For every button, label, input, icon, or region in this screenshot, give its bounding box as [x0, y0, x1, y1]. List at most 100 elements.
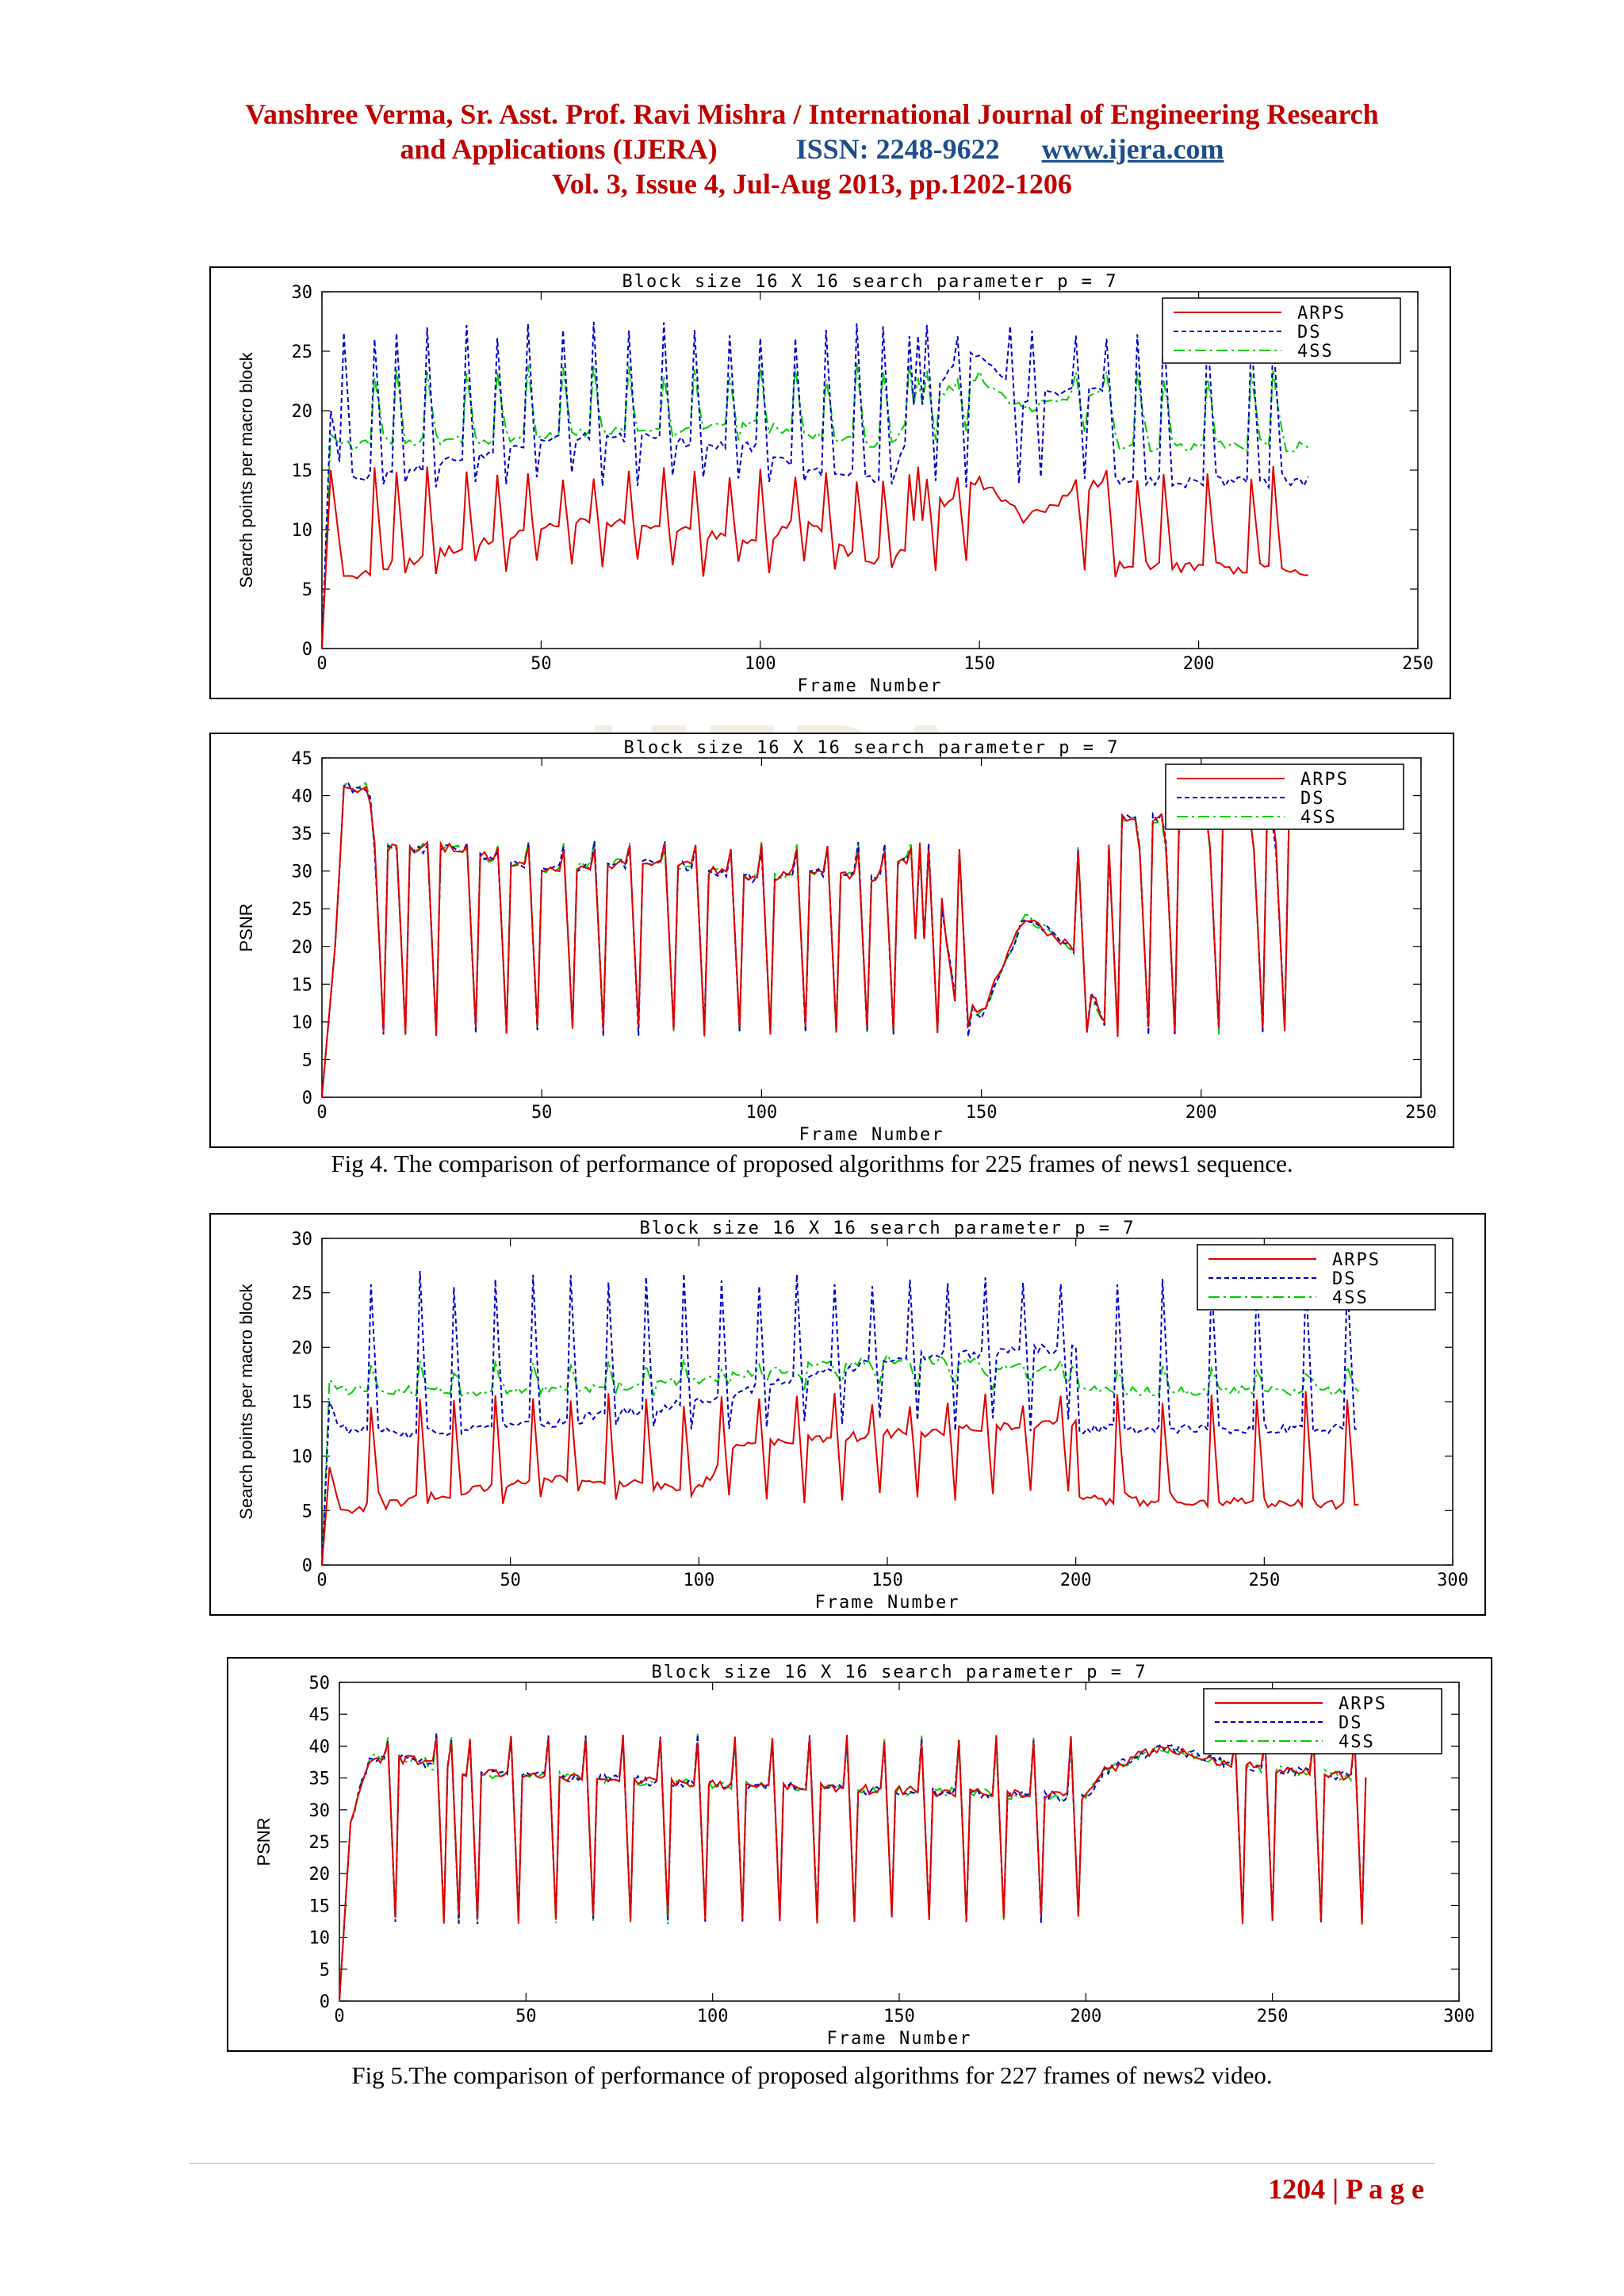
- x-tick-label: 150: [883, 2007, 915, 2026]
- x-tick-label: 300: [1443, 2007, 1475, 2026]
- y-tick-label: 30: [292, 863, 313, 882]
- x-tick-label: 200: [1183, 654, 1215, 674]
- x-tick-label: 250: [1248, 1571, 1280, 1590]
- y-axis-label: PSNR: [254, 1817, 274, 1866]
- series-line-4ss: [321, 362, 1309, 649]
- y-tick-label: 40: [309, 1737, 331, 1757]
- header-journal-name: and Applications (IJERA): [400, 133, 718, 165]
- legend-label-arps: ARPS: [1297, 304, 1346, 323]
- y-tick-label: 10: [292, 1448, 313, 1468]
- y-tick-label: 40: [292, 787, 313, 807]
- y-tick-label: 5: [302, 580, 312, 600]
- y-tick-label: 50: [309, 1674, 331, 1693]
- caption-fig4: Fig 4. The comparison of performance of …: [331, 1150, 1293, 1177]
- series-line-arps: [339, 1733, 1367, 2002]
- x-tick-label: 50: [515, 2007, 537, 2026]
- y-tick-label: 30: [292, 1230, 313, 1249]
- chart-svg: Block size 16 X 16 search parameter p = …: [236, 738, 1437, 1145]
- header-line-2: and Applications (IJERA) ISSN: 2248-9622…: [0, 132, 1624, 166]
- chart-fig5-search-points: Block size 16 X 16 search parameter p = …: [209, 1213, 1486, 1616]
- header-url-link[interactable]: www.ijera.com: [1041, 133, 1224, 165]
- x-tick-label: 0: [316, 654, 327, 674]
- y-tick-label: 20: [292, 938, 313, 958]
- x-axis-label: Frame Number: [798, 676, 943, 696]
- series-line-ds: [321, 782, 1312, 1098]
- y-tick-label: 0: [302, 640, 312, 660]
- x-tick-label: 50: [531, 1103, 553, 1123]
- x-axis-label: Frame Number: [799, 1125, 944, 1145]
- legend-label-ds: DS: [1300, 789, 1325, 809]
- y-tick-label: 0: [320, 1992, 330, 2012]
- series-line-arps: [321, 1391, 1359, 1566]
- x-tick-label: 0: [334, 2007, 344, 2026]
- y-tick-label: 25: [292, 342, 313, 362]
- x-tick-label: 50: [530, 654, 552, 674]
- plot-frame: [321, 757, 1422, 1098]
- x-tick-label: 150: [963, 654, 995, 674]
- series-line-arps: [321, 466, 1308, 649]
- y-tick-label: 45: [292, 749, 313, 769]
- y-tick-label: 30: [292, 283, 313, 303]
- y-tick-label: 25: [292, 900, 313, 920]
- y-tick-label: 25: [309, 1833, 331, 1853]
- legend-label-ds: DS: [1339, 1713, 1363, 1733]
- series-line-arps: [321, 786, 1312, 1098]
- y-tick-label: 10: [309, 1929, 331, 1949]
- x-axis-label: Frame Number: [827, 2029, 972, 2049]
- y-tick-label: 30: [309, 1801, 331, 1821]
- y-tick-label: 10: [292, 521, 313, 541]
- legend-label-arps: ARPS: [1339, 1694, 1387, 1714]
- chart-title: Block size 16 X 16 search parameter p = …: [622, 272, 1117, 292]
- legend-label-4ss: 4SS: [1339, 1732, 1375, 1752]
- y-tick-label: 15: [292, 975, 313, 995]
- x-tick-label: 250: [1405, 1103, 1437, 1123]
- x-tick-label: 150: [966, 1103, 998, 1123]
- chart-svg: Block size 16 X 16 search parameter p = …: [236, 1219, 1469, 1613]
- x-tick-label: 200: [1060, 1571, 1092, 1590]
- y-tick-label: 5: [302, 1050, 312, 1070]
- x-axis-label: Frame Number: [815, 1593, 960, 1613]
- series-line-ds: [321, 1271, 1359, 1566]
- x-tick-label: 100: [697, 2007, 729, 2026]
- page-number: 1204 | P a g e: [1268, 2173, 1424, 2205]
- header-issn: ISSN: 2248-9622: [795, 133, 1000, 165]
- chart-svg: Block size 16 X 16 search parameter p = …: [254, 1663, 1475, 2049]
- legend-label-4ss: 4SS: [1332, 1288, 1369, 1308]
- header-line-3: Vol. 3, Issue 4, Jul-Aug 2013, pp.1202-1…: [552, 168, 1072, 200]
- y-tick-label: 35: [309, 1770, 331, 1789]
- series-line-ds: [321, 321, 1309, 649]
- x-tick-label: 0: [316, 1103, 327, 1123]
- y-tick-label: 0: [302, 1089, 312, 1108]
- y-tick-label: 15: [292, 1393, 313, 1413]
- chart-title: Block size 16 X 16 search parameter p = …: [623, 738, 1119, 758]
- legend-label-4ss: 4SS: [1297, 342, 1334, 362]
- header-line-1: Vanshree Verma, Sr. Asst. Prof. Ravi Mis…: [245, 98, 1379, 130]
- y-tick-label: 10: [292, 1013, 313, 1033]
- y-tick-label: 20: [309, 1865, 331, 1885]
- footer-divider: [189, 2163, 1435, 2164]
- y-tick-label: 15: [292, 461, 313, 481]
- x-tick-label: 50: [500, 1571, 521, 1590]
- y-axis-label: Search points per macro block: [236, 1283, 256, 1519]
- x-tick-label: 300: [1437, 1571, 1469, 1590]
- x-tick-label: 100: [683, 1571, 714, 1590]
- y-axis-label: Search points per macro block: [236, 351, 256, 587]
- journal-header: Vanshree Verma, Sr. Asst. Prof. Ravi Mis…: [0, 97, 1624, 201]
- y-tick-label: 20: [292, 1338, 313, 1358]
- x-tick-label: 100: [746, 1103, 778, 1123]
- chart-svg: Block size 16 X 16 search parameter p = …: [236, 272, 1434, 696]
- caption-fig5: Fig 5.The comparison of performance of p…: [351, 2061, 1273, 2089]
- chart-title: Block size 16 X 16 search parameter p = …: [639, 1219, 1135, 1238]
- x-tick-label: 200: [1070, 2007, 1101, 2026]
- legend-label-arps: ARPS: [1332, 1250, 1381, 1270]
- series-line-4ss: [321, 782, 1312, 1098]
- x-tick-label: 150: [871, 1571, 903, 1590]
- y-tick-label: 35: [292, 825, 313, 844]
- y-axis-label: PSNR: [236, 903, 256, 951]
- legend-label-arps: ARPS: [1300, 770, 1349, 790]
- x-tick-label: 0: [316, 1571, 327, 1590]
- chart-fig4-psnr: Block size 16 X 16 search parameter p = …: [209, 733, 1454, 1148]
- x-tick-label: 250: [1257, 2007, 1289, 2026]
- y-tick-label: 5: [320, 1961, 330, 1980]
- legend-label-ds: DS: [1297, 323, 1322, 342]
